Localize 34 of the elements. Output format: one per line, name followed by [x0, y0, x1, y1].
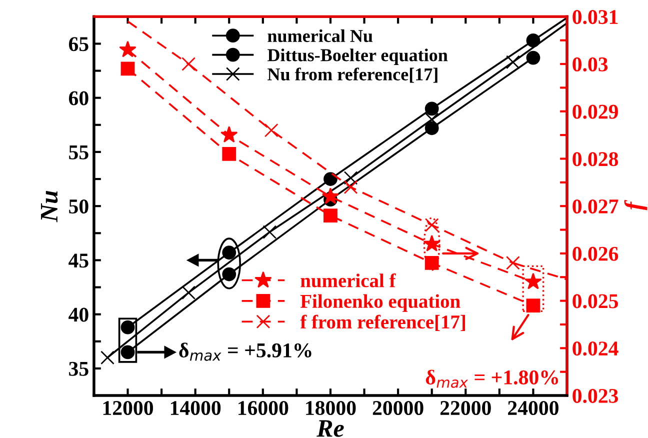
annotation: δ$_{max}$ = +5.91% — [179, 342, 312, 361]
x-tick-label: 16000 — [238, 400, 288, 416]
y-tick-label: 65 — [68, 37, 88, 52]
x-tick-label: 24000 — [508, 400, 558, 416]
x-tick-label: 20000 — [372, 400, 424, 416]
y-tick-label: 40 — [68, 308, 88, 322]
y2-tick-label: 0.026 — [572, 246, 618, 261]
y2-tick-label: 0.031 — [572, 10, 618, 24]
y-tick-label: 35 — [69, 362, 88, 376]
y-tick-label: 45 — [68, 254, 88, 268]
y2-axis-title: f — [624, 200, 648, 210]
x-tick-label: 18000 — [306, 400, 356, 416]
y2-tick-label: 0.023 — [572, 388, 618, 404]
y2-tick-label: 0.028 — [572, 152, 618, 166]
x-tick-label: 12000 — [103, 400, 153, 416]
y-axis-title: Nu — [41, 190, 58, 222]
x-axis-title: Re — [316, 420, 344, 437]
annotation: δ$_{max}$ = +1.80% — [426, 370, 558, 388]
legend-label: Nu from reference[17] — [268, 68, 438, 83]
x-tick-label: 22000 — [440, 400, 491, 416]
legend-label: numerical f — [300, 273, 396, 288]
legend-label: Filonenko equation — [300, 294, 460, 312]
legend-label: numerical Nu — [268, 29, 373, 42]
y2-tick-label: 0.024 — [572, 342, 618, 356]
y-tick-label: 50 — [69, 199, 88, 214]
y2-tick-label: 0.029 — [572, 104, 618, 119]
y2-tick-label: 0.027 — [572, 199, 618, 214]
y2-tick-label: 0.025 — [572, 294, 618, 308]
legend-label: f from reference[17] — [300, 314, 465, 332]
y-tick-label: 55 — [69, 146, 88, 160]
y-tick-label: 60 — [68, 91, 88, 106]
legend-label: Dittus-Boelter equation — [268, 48, 448, 65]
x-tick-label: 14000 — [170, 400, 221, 416]
y2-tick-label: 0.03 — [572, 57, 608, 72]
